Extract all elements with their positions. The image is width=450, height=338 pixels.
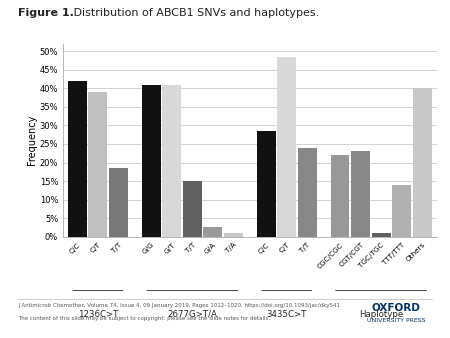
Bar bbox=[331, 155, 350, 237]
Text: Haplotype: Haplotype bbox=[359, 310, 403, 319]
Bar bbox=[277, 57, 296, 237]
Bar bbox=[68, 81, 87, 237]
Bar bbox=[203, 227, 222, 237]
Bar bbox=[162, 85, 181, 237]
Text: J Antimicrob Chemother, Volume 74, Issue 4, 09 January 2019, Pages 1012–1020, ht: J Antimicrob Chemother, Volume 74, Issue… bbox=[18, 303, 340, 308]
Bar bbox=[183, 181, 202, 237]
Text: Figure 1.: Figure 1. bbox=[18, 8, 74, 19]
Text: OXFORD: OXFORD bbox=[372, 303, 420, 313]
Text: 1236C>T: 1236C>T bbox=[78, 310, 118, 319]
Bar bbox=[298, 148, 317, 237]
Bar bbox=[109, 168, 128, 237]
Bar bbox=[372, 233, 391, 237]
Y-axis label: Frequency: Frequency bbox=[27, 115, 37, 166]
Bar bbox=[351, 151, 370, 237]
Bar bbox=[257, 131, 275, 237]
Bar bbox=[392, 185, 411, 237]
Bar bbox=[413, 89, 432, 237]
Text: 3435C>T: 3435C>T bbox=[266, 310, 307, 319]
Bar bbox=[224, 233, 243, 237]
Text: Distribution of ABCB1 SNVs and haplotypes.: Distribution of ABCB1 SNVs and haplotype… bbox=[70, 8, 319, 19]
Bar bbox=[142, 85, 161, 237]
Text: UNIVERSITY PRESS: UNIVERSITY PRESS bbox=[367, 318, 425, 323]
Bar bbox=[89, 92, 108, 237]
Text: The content of this slide may be subject to copyright: please see the slide note: The content of this slide may be subject… bbox=[18, 316, 270, 321]
Text: 2677G>T/A: 2677G>T/A bbox=[167, 310, 217, 319]
